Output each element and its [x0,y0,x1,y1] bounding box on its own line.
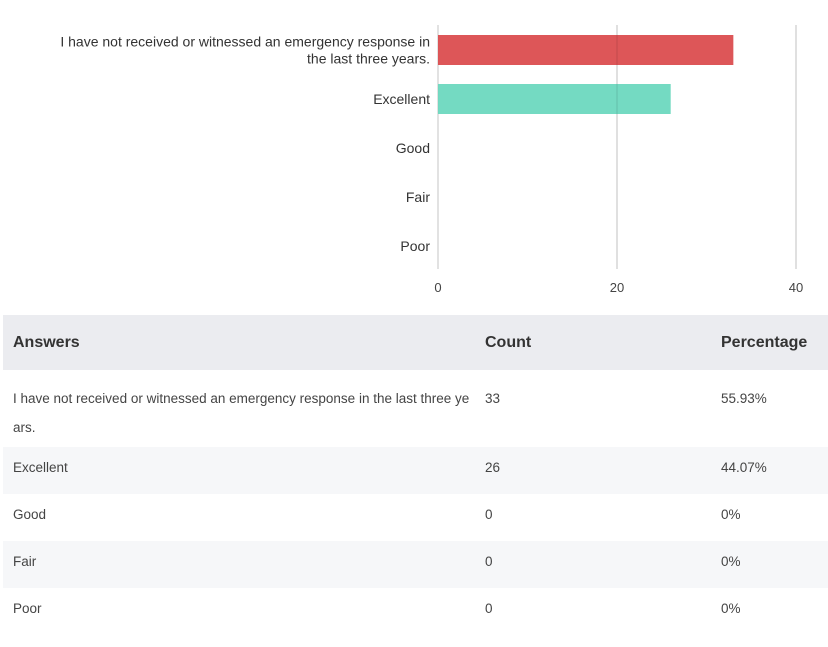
count-cell: 33 [485,391,501,406]
category-label: Poor [400,238,430,254]
category-label: I have not received or witnessed an emer… [60,34,430,67]
table-row: Excellent 26 44.07% [3,447,828,494]
category-label: Excellent [373,91,430,107]
x-tick-label: 40 [789,280,803,295]
table-header-row: Answers Count Percentage [3,315,828,370]
x-tick-label: 20 [610,280,624,295]
answer-cell: I have not received or witnessed an emer… [13,391,470,435]
chart-category-labels: I have not received or witnessed an emer… [60,34,430,255]
answer-cell: Excellent [3,447,475,494]
chart-x-ticks: 0 20 40 [434,280,803,295]
bar-chart: I have not received or witnessed an emer… [60,25,803,295]
count-cell: 0 [485,507,493,522]
percentage-cell: 0% [721,507,741,522]
percentage-cell: 0% [711,541,828,588]
chart-grid [437,25,797,269]
answer-cell: Fair [3,541,475,588]
bar[interactable] [438,84,671,114]
count-cell: 0 [475,541,711,588]
x-tick-label: 0 [434,280,441,295]
percentage-cell: 44.07% [711,447,828,494]
answers-column-header: Answers [3,315,475,370]
answer-cell: Poor [13,601,42,616]
table-row: I have not received or witnessed an emer… [3,370,828,447]
count-cell: 0 [485,601,493,616]
count-cell: 26 [475,447,711,494]
answer-cell: Good [13,507,47,522]
percentage-cell: 55.93% [721,391,767,406]
results-table: Answers Count Percentage I have not rece… [3,315,828,635]
table-row: Fair 0 0% [3,541,828,588]
bar[interactable] [438,35,734,65]
category-label: Good [396,140,430,156]
table-row: Good 0 0% [3,494,828,541]
percentage-cell: 0% [721,601,741,616]
table-row: Poor 0 0% [3,588,828,635]
category-label: Fair [406,189,430,205]
chart-bars [438,25,797,269]
percentage-column-header: Percentage [711,315,828,370]
count-column-header: Count [475,315,711,370]
